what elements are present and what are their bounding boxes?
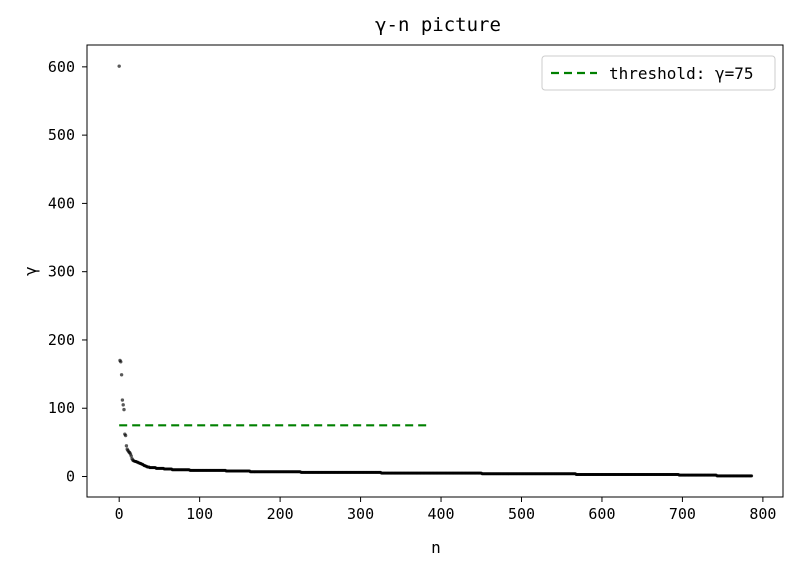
x-tick-label: 0 (115, 505, 124, 523)
plot-area (117, 64, 754, 478)
y-tick-label: 200 (48, 331, 75, 349)
y-axis-ticks: 0 100 200 300 400 500 600 (48, 58, 87, 486)
data-point (119, 373, 124, 377)
axes-frame (86, 44, 784, 498)
y-axis-label: γ (21, 266, 40, 276)
x-tick-label: 100 (186, 505, 213, 523)
x-tick-label: 800 (749, 505, 776, 523)
x-tick-label: 400 (427, 505, 454, 523)
data-point (123, 433, 128, 438)
data-point (750, 474, 754, 478)
x-tick-label: 200 (267, 505, 294, 523)
y-tick-label: 500 (48, 126, 75, 144)
y-tick-label: 600 (48, 58, 75, 76)
x-tick-label: 700 (669, 505, 696, 523)
data-point (117, 64, 121, 68)
x-tick-label: 300 (347, 505, 374, 523)
data-point (129, 454, 133, 458)
x-tick-label: 600 (588, 505, 615, 523)
data-point (122, 407, 126, 412)
x-axis-ticks: 0 100 200 300 400 500 600 700 800 (115, 497, 776, 523)
data-point (124, 444, 129, 448)
legend-threshold-label: threshold: γ=75 (609, 64, 754, 83)
y-tick-label: 300 (48, 263, 75, 281)
legend-box (541, 55, 776, 91)
y-tick-label: 100 (48, 399, 75, 417)
chart-title: γ-n picture (375, 14, 501, 36)
data-point (119, 360, 123, 364)
legend: threshold: γ=75 (541, 55, 776, 91)
data-point (121, 403, 125, 407)
x-tick-label: 500 (508, 505, 535, 523)
y-tick-label: 0 (66, 468, 75, 486)
data-point (120, 398, 125, 402)
y-tick-label: 400 (48, 194, 75, 212)
x-axis-label: n (431, 538, 441, 557)
